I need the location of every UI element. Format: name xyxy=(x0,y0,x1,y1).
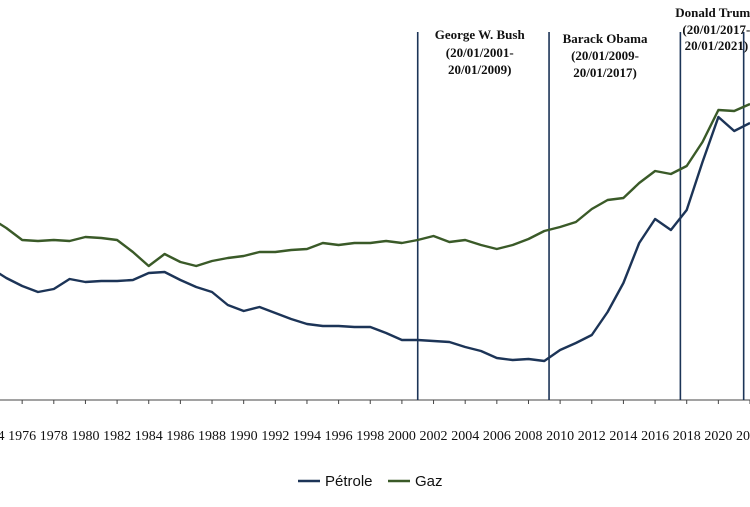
annotation-text: 20/01/2009) xyxy=(448,62,512,77)
x-tick-label: 2018 xyxy=(673,429,701,444)
legend-label: Pétrole xyxy=(325,473,373,490)
annotation-text: (20/01/2017- xyxy=(682,22,750,37)
x-tick-label: 1976 xyxy=(8,429,36,444)
x-tick-label: 1990 xyxy=(230,429,258,444)
x-tick-label: 1988 xyxy=(198,429,226,444)
x-tick-label: 1986 xyxy=(166,429,194,444)
annotation-text: Barack Obama xyxy=(563,31,648,46)
annotation-text: Donald Trump xyxy=(675,5,750,20)
x-tick-label: 1998 xyxy=(356,429,384,444)
series-line xyxy=(0,102,750,268)
annotation-text: 20/01/2017) xyxy=(573,65,637,80)
x-tick-label: 2002 xyxy=(420,429,448,444)
x-tick-label: 1980 xyxy=(71,429,99,444)
x-tick-label: 1982 xyxy=(103,429,131,444)
x-tick-label: 1974 xyxy=(0,429,5,444)
series-line xyxy=(0,115,750,363)
x-tick-label: 1984 xyxy=(135,429,163,444)
x-tick-label: 2020 xyxy=(704,429,732,444)
x-tick-label: 2010 xyxy=(546,429,574,444)
x-tick-label: 1992 xyxy=(261,429,289,444)
annotation-text: (20/01/2001- xyxy=(446,45,514,60)
annotation-text: 20/01/2021) xyxy=(685,38,749,53)
x-tick-label: 2008 xyxy=(514,429,542,444)
x-tick-label: 2016 xyxy=(641,429,669,444)
x-tick-label: 2006 xyxy=(483,429,511,444)
annotation-text: George W. Bush xyxy=(435,27,526,42)
annotation-text: (20/01/2009- xyxy=(571,48,639,63)
x-tick-label: 2000 xyxy=(388,429,416,444)
x-tick-label: 2012 xyxy=(578,429,606,444)
x-tick-label: 1994 xyxy=(293,429,321,444)
x-tick-label: 2022 xyxy=(736,429,750,444)
x-tick-label: 1978 xyxy=(40,429,68,444)
x-tick-label: 2004 xyxy=(451,429,479,444)
x-tick-label: 1996 xyxy=(325,429,353,444)
x-tick-label: 2014 xyxy=(609,429,637,444)
legend-label: Gaz xyxy=(415,473,443,490)
